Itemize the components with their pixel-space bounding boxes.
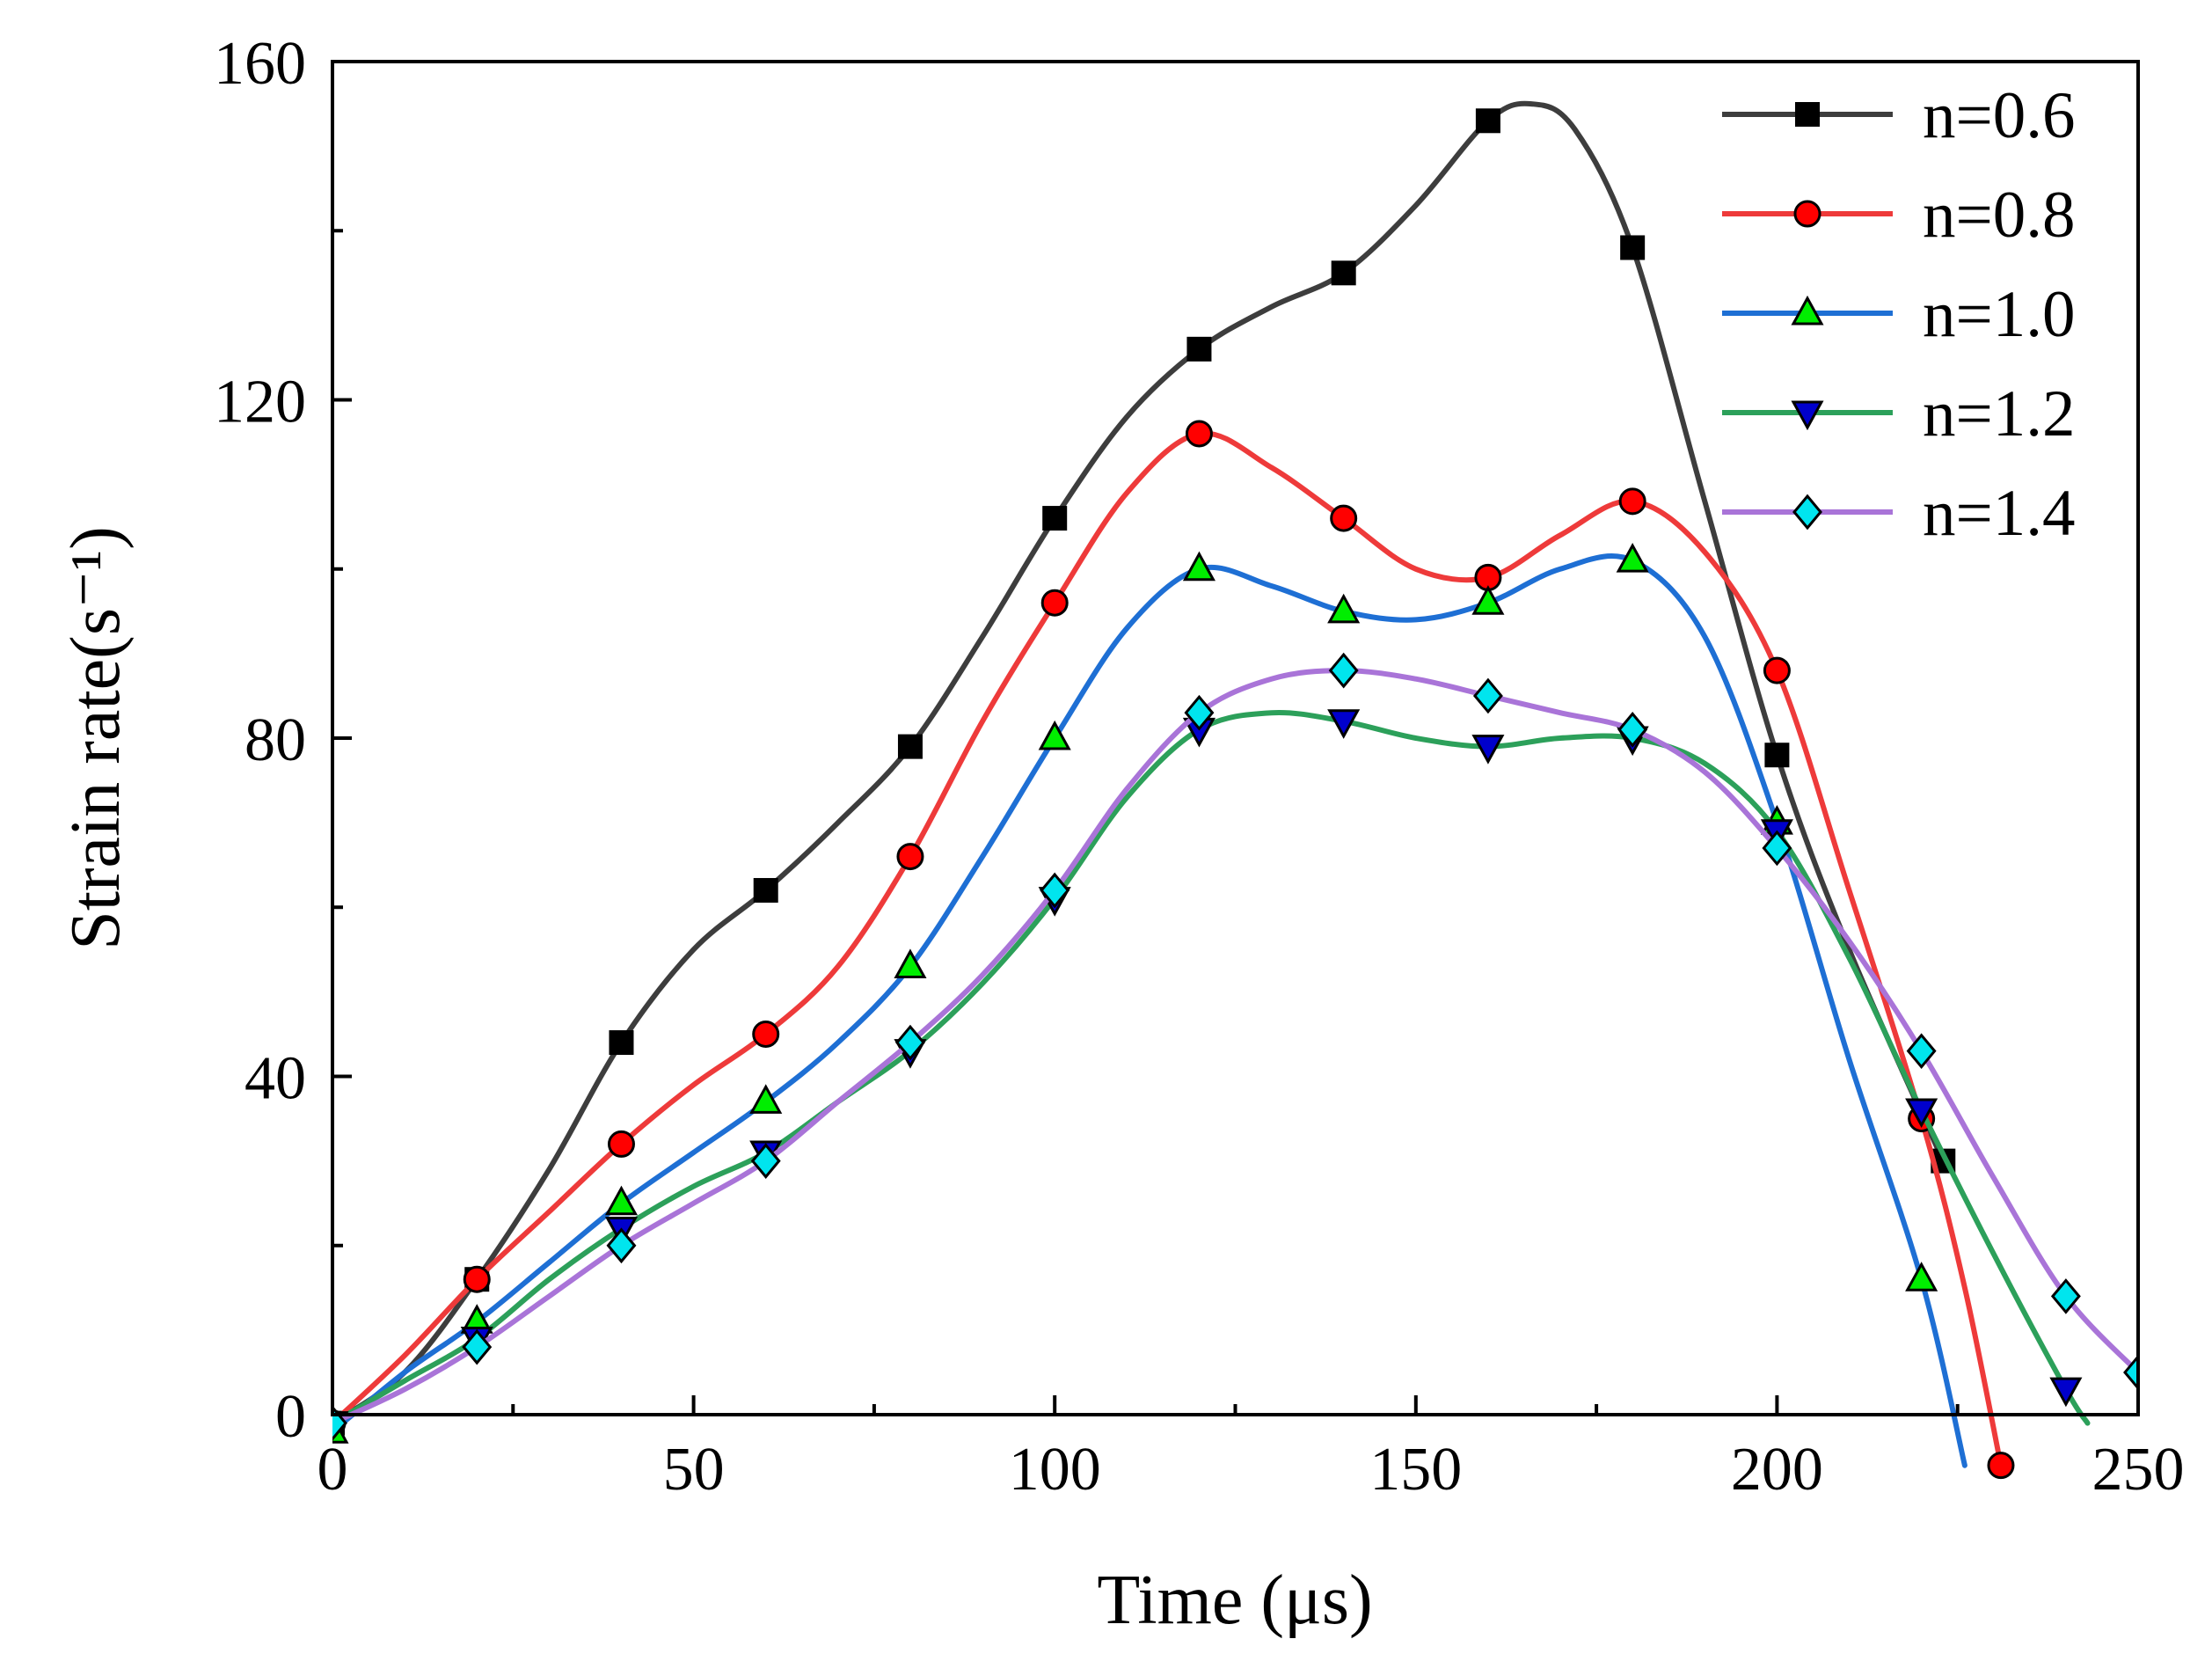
- data-point-n-1-0: [1905, 1262, 1938, 1291]
- legend-marker: [1793, 200, 1821, 228]
- x-tick-label: 250: [2092, 1436, 2185, 1504]
- data-point-n-0-6: [609, 1030, 634, 1056]
- series-n-1-4: [332, 652, 2138, 1441]
- data-point-n-0-6: [753, 878, 778, 904]
- series-layer: [332, 100, 2138, 1480]
- x-tick-label: 200: [1731, 1436, 1823, 1504]
- legend-item-n-1-2: n=1.2: [1722, 377, 2076, 450]
- y-tick-label: 40: [245, 1045, 306, 1113]
- data-point-n-1-4: [750, 1143, 781, 1179]
- legend-marker: [1791, 400, 1824, 431]
- legend-label: n=0.8: [1923, 179, 2076, 252]
- data-point-n-0-6: [1475, 108, 1500, 134]
- data-point-n-1-2: [1471, 735, 1505, 765]
- series-line-n-1-0: [332, 553, 1967, 1468]
- series-line-n-1-2: [332, 709, 2091, 1426]
- x-tick-label: 50: [663, 1436, 725, 1504]
- data-point-n-0-6: [1620, 235, 1646, 260]
- data-point-n-0-6: [1764, 743, 1790, 768]
- data-point-n-1-2: [2049, 1377, 2083, 1408]
- data-point-n-1-2: [1905, 1098, 1938, 1129]
- data-point-n-1-4: [1328, 652, 1359, 689]
- data-point-n-1-4: [2123, 1354, 2138, 1391]
- data-point-n-1-4: [1472, 677, 1503, 714]
- y-tick-label: 160: [214, 30, 306, 98]
- data-point-n-0-6: [897, 734, 923, 759]
- data-point-n-1-0: [894, 948, 927, 979]
- series-n-1-0: [332, 543, 1967, 1468]
- plot-frame: [331, 60, 2140, 1416]
- data-point-n-0-8: [1618, 487, 1646, 516]
- data-point-n-0-8: [1040, 589, 1069, 617]
- x-axis-title: Time (μs): [1097, 1562, 1372, 1639]
- series-line-n-0-8: [332, 430, 2004, 1468]
- legend-marker: [1791, 295, 1824, 326]
- legend-label: n=1.2: [1923, 377, 2076, 450]
- series-n-1-2: [332, 709, 2091, 1441]
- x-tick-label: 0: [318, 1436, 348, 1504]
- data-point-n-1-4: [1762, 830, 1792, 867]
- legend-item-n-0-8: n=0.8: [1722, 179, 2076, 252]
- y-axis-title: Strain rate(s⁻¹): [57, 526, 135, 950]
- data-point-n-0-8: [752, 1020, 780, 1048]
- data-point-n-1-2: [1327, 709, 1361, 739]
- y-tick-label: 80: [245, 706, 306, 774]
- legend-label: n=1.0: [1923, 278, 2076, 351]
- data-point-n-1-4: [462, 1328, 493, 1365]
- legend-label: n=0.6: [1923, 79, 2076, 152]
- x-tick-label: 100: [1009, 1436, 1101, 1504]
- data-point-n-0-8: [1185, 420, 1213, 448]
- data-point-n-1-4: [2050, 1278, 2081, 1314]
- data-point-n-1-0: [1471, 585, 1505, 615]
- y-tick-label: 0: [275, 1383, 306, 1451]
- data-point-n-1-4: [1906, 1033, 1937, 1070]
- legend-label: n=1.4: [1923, 477, 2076, 550]
- data-point-n-1-4: [1040, 872, 1070, 909]
- data-point-n-1-0: [1182, 551, 1216, 582]
- data-point-n-1-0: [1327, 593, 1361, 624]
- data-point-n-0-8: [463, 1265, 491, 1293]
- data-point-n-1-4: [895, 1024, 925, 1061]
- data-point-n-0-8: [896, 843, 924, 871]
- y-tick-label: 120: [214, 369, 306, 436]
- legend-item-n-1-4: n=1.4: [1722, 477, 2076, 550]
- data-point-n-0-6: [1186, 336, 1212, 362]
- data-point-n-0-8: [1987, 1452, 2015, 1480]
- data-point-n-1-0: [1616, 543, 1649, 573]
- data-point-n-1-4: [606, 1227, 637, 1264]
- data-point-n-0-6: [1331, 260, 1356, 286]
- series-line-n-1-4: [332, 668, 2138, 1426]
- series-n-0-8: [332, 420, 2015, 1480]
- data-point-n-1-4: [1184, 694, 1215, 731]
- data-point-n-0-8: [1763, 656, 1791, 684]
- data-point-n-1-0: [1038, 720, 1071, 750]
- legend: n=0.6 n=0.8 n=1.0 n=1.2 n=1.4: [1722, 79, 2076, 550]
- data-point-n-1-0: [749, 1084, 783, 1114]
- data-point-n-0-6: [1042, 506, 1068, 531]
- ticks-layer: 0 50 100 150 200 250 0 40 80 120 160: [214, 30, 2185, 1504]
- legend-marker: [1792, 494, 1822, 530]
- x-tick-label: 150: [1369, 1436, 1462, 1504]
- legend-item-n-1-0: n=1.0: [1722, 278, 2076, 351]
- data-point-n-0-8: [1330, 504, 1358, 532]
- data-point-n-1-0: [604, 1185, 639, 1216]
- data-point-n-0-8: [607, 1130, 635, 1158]
- legend-marker: [1795, 102, 1820, 127]
- legend-item-n-0-6: n=0.6: [1722, 79, 2076, 152]
- data-point-n-1-4: [1617, 712, 1648, 748]
